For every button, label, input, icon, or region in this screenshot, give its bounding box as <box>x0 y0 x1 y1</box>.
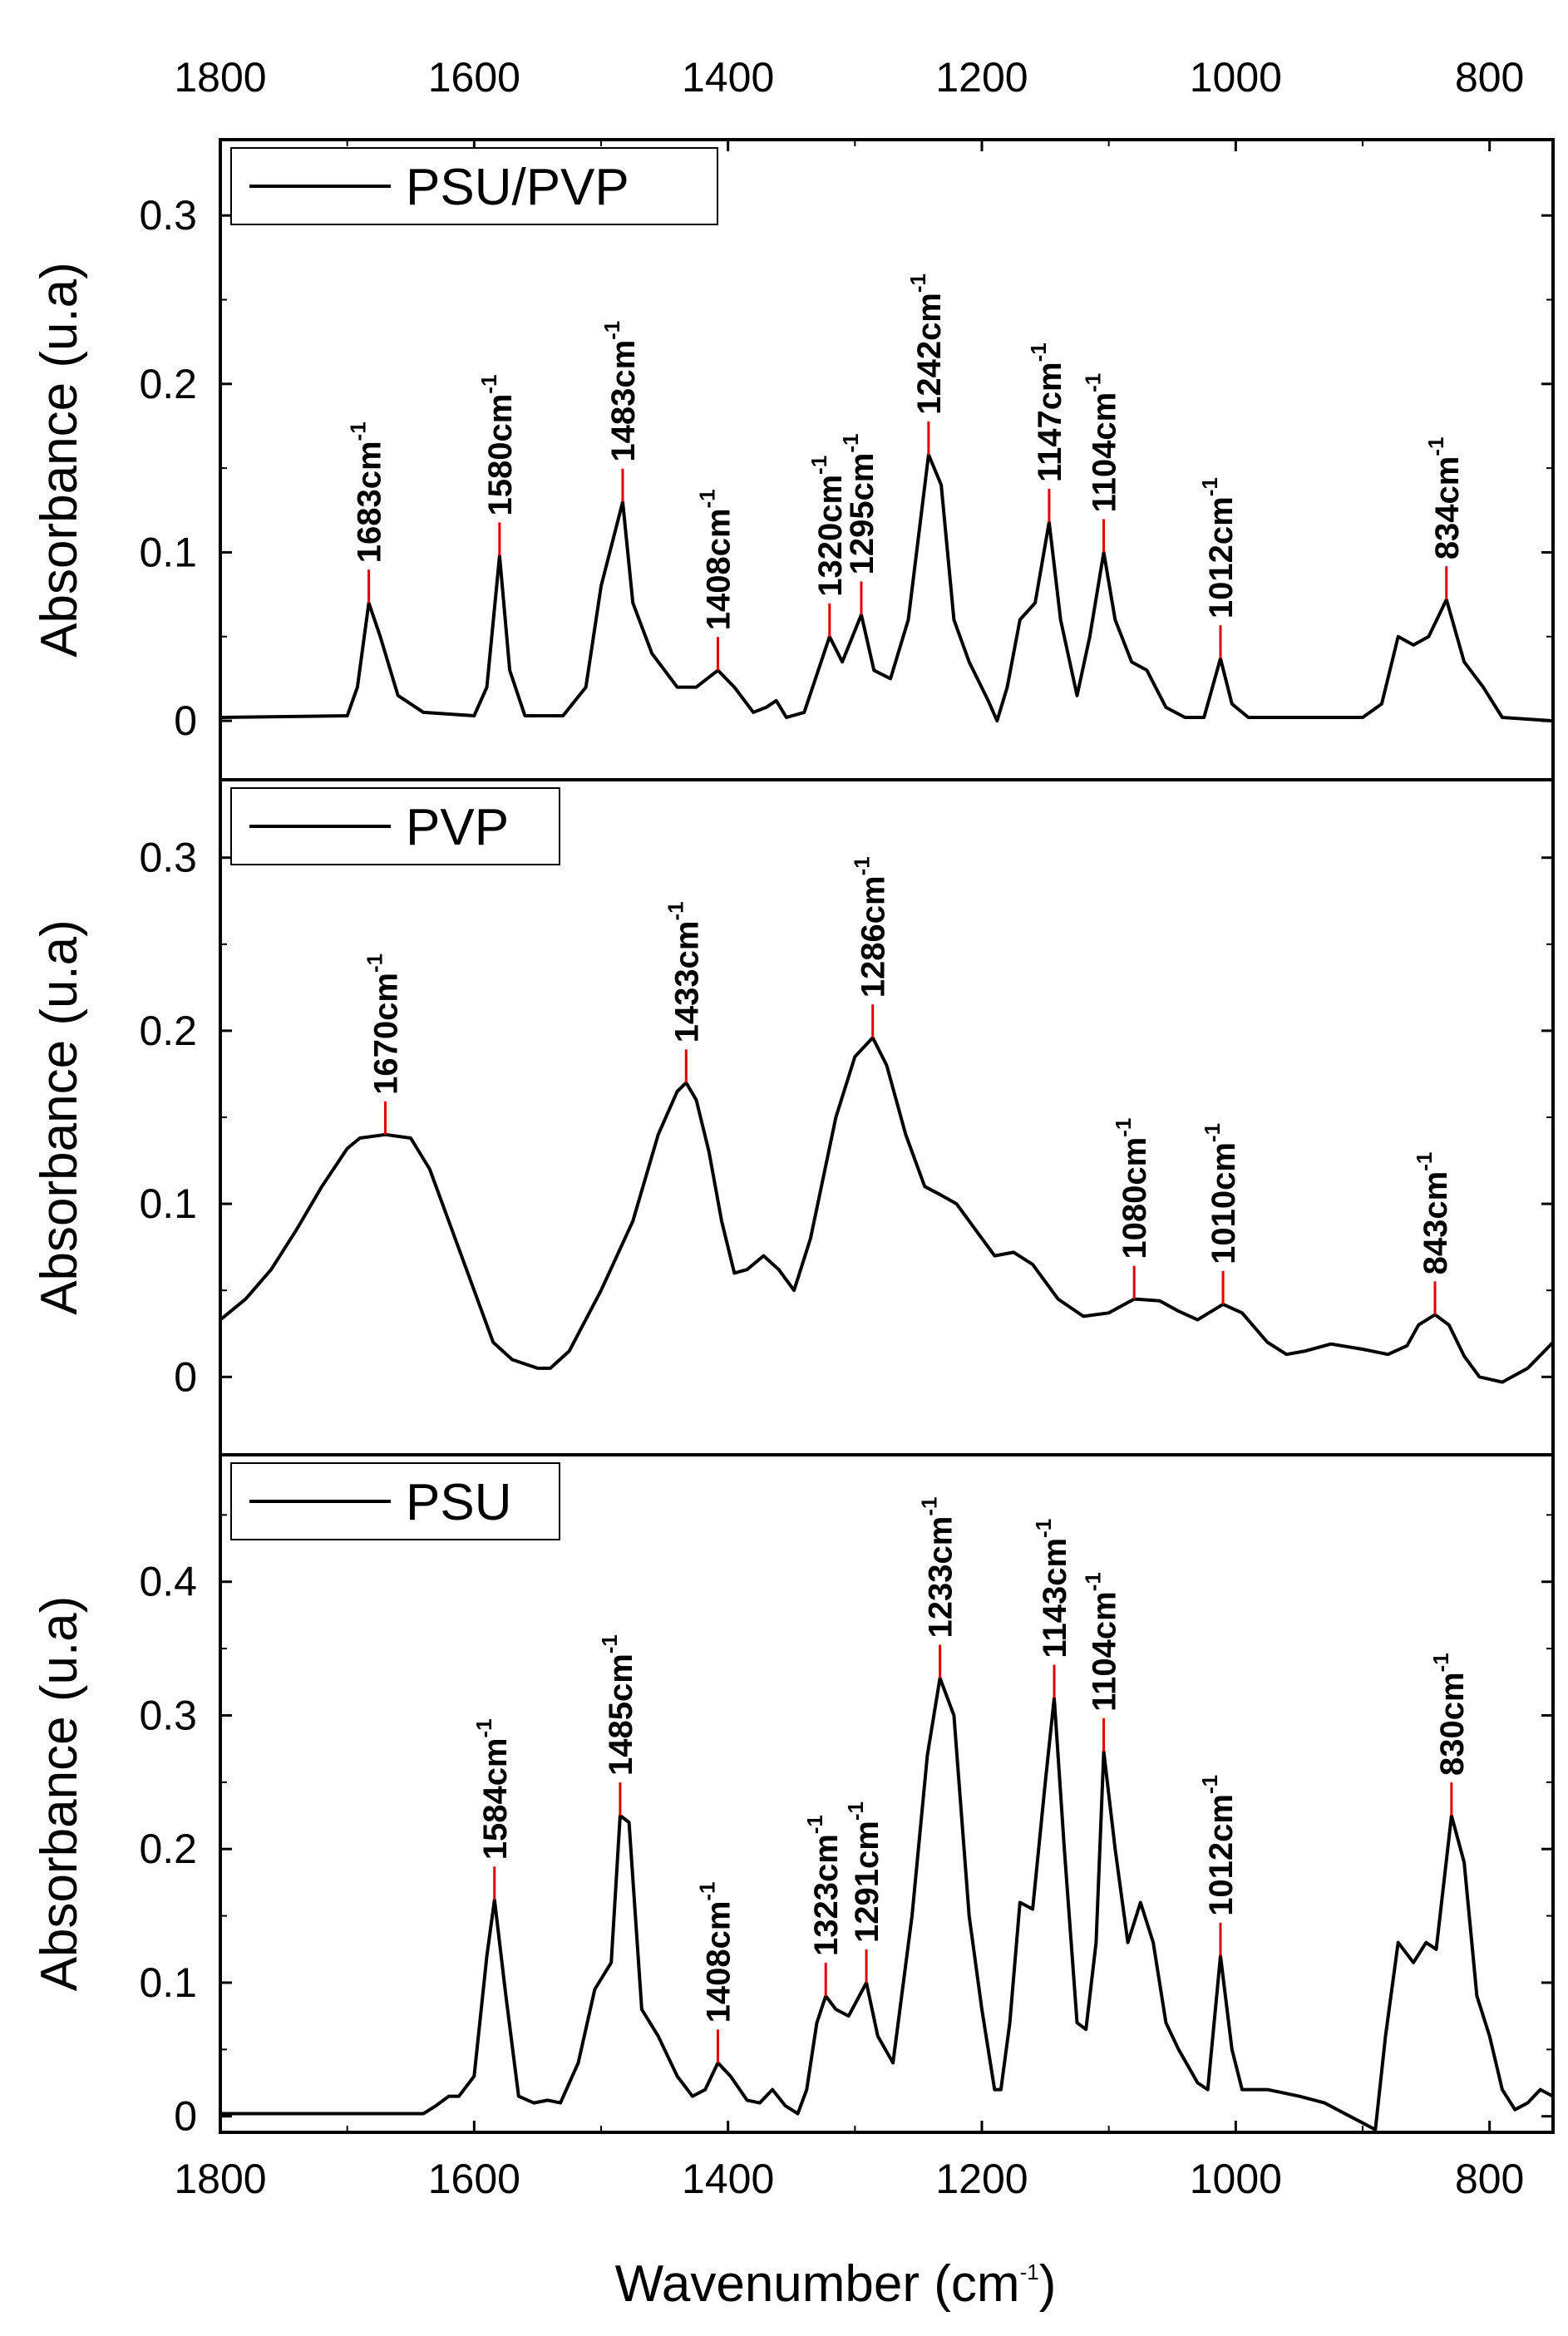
spectrum-line <box>219 452 1554 723</box>
legend-label: PVP <box>406 799 509 856</box>
peak-label: 1408cm-1 <box>694 489 737 630</box>
bottom-x-axis: 1800 1600 1400 1200 1000 800 <box>174 2121 1524 2202</box>
peak-label: 1408cm-1 <box>694 1881 737 2023</box>
y-tick-label: 0.3 <box>139 1692 197 1738</box>
y-axis-title: Absorbance (u.a) <box>31 1596 88 1992</box>
peak-label: 1143cm-1 <box>1031 1519 1073 1658</box>
bottom-x-tick-label: 1600 <box>428 2156 520 2202</box>
peak-label: 1286cm-1 <box>850 856 892 998</box>
panel-psu: 0 0.1 0.2 0.3 0.4 Absorbance (u.a) 1584cm-1 148… <box>31 1453 1555 2140</box>
peak-label: 1080cm-1 <box>1111 1118 1153 1259</box>
peak-label: 1483cm-1 <box>599 321 642 462</box>
y-tick-label: 0.1 <box>139 529 197 575</box>
peak-label: 1012cm-1 <box>1197 477 1240 618</box>
peak-label: 1104cm-1 <box>1081 1572 1123 1712</box>
peak-label: 1580cm-1 <box>476 375 519 516</box>
bottom-x-tick-label: 1200 <box>935 2156 1028 2202</box>
peak-label: 1670cm-1 <box>362 954 404 1095</box>
y-tick-label: 0.1 <box>139 1959 197 2006</box>
peak-label: 1104cm-1 <box>1081 373 1123 513</box>
peak-label: 1233cm-1 <box>917 1497 959 1639</box>
y-tick-label: 0.2 <box>139 1826 197 1872</box>
peak-label: 834cm-1 <box>1423 436 1466 559</box>
bottom-x-tick-label: 1800 <box>174 2156 266 2202</box>
legend-label: PSU/PVP <box>406 159 629 216</box>
peak-label: 1012cm-1 <box>1197 1775 1240 1916</box>
top-x-tick-label: 1800 <box>174 54 266 101</box>
bottom-x-tick-label: 800 <box>1455 2156 1524 2202</box>
y-axis-title: Absorbance (u.a) <box>31 262 88 658</box>
y-axis-title: Absorbance (u.a) <box>31 919 88 1315</box>
peak-label: 1433cm-1 <box>663 901 705 1042</box>
spectrum-line <box>219 1036 1555 1384</box>
y-tick-label: 0.3 <box>139 192 197 239</box>
bottom-x-tick-label: 1400 <box>682 2156 774 2202</box>
peak-label: 1295cm-1 <box>838 433 880 574</box>
peak-label: 1242cm-1 <box>905 274 948 415</box>
y-tick-label: 0.1 <box>139 1180 197 1227</box>
panel-psu-pvp: 0 0.1 0.2 0.3 Absorbance (u.a) 1683cm-1 1580cm… <box>31 138 1555 781</box>
peak-label: 1683cm-1 <box>346 421 388 563</box>
top-x-tick-label: 1600 <box>428 54 520 101</box>
peak-label: 1147cm-1 <box>1026 343 1068 482</box>
top-x-axis: 1800 1600 1400 1200 1000 800 <box>174 54 1524 151</box>
legend-label: PSU <box>406 1474 511 1531</box>
spectrum-line <box>220 1676 1554 2131</box>
y-tick-label: 0 <box>174 2093 197 2140</box>
panel-frame <box>219 1453 1555 2134</box>
peak-label: 1323cm-1 <box>802 1815 845 1956</box>
peak-label: 1291cm-1 <box>843 1801 885 1943</box>
y-tick-label: 0.2 <box>139 1008 197 1054</box>
peak-label: 1584cm-1 <box>471 1718 514 1860</box>
peak-label: 830cm-1 <box>1428 1653 1471 1776</box>
x-axis-title: Wavenumber (cm-1) <box>615 2255 1057 2313</box>
y-tick-label: 0 <box>174 697 197 744</box>
top-x-tick-label: 800 <box>1455 54 1524 101</box>
peak-label: 1010cm-1 <box>1200 1123 1242 1264</box>
panel-frame <box>219 138 1555 781</box>
y-tick-label: 0.3 <box>139 835 197 881</box>
y-tick-label: 0.4 <box>139 1559 197 1605</box>
top-x-tick-label: 1000 <box>1190 54 1282 101</box>
y-tick-label: 0 <box>174 1353 197 1400</box>
y-tick-label: 0.2 <box>139 361 197 407</box>
top-x-tick-label: 1200 <box>935 54 1028 101</box>
peak-label: 1485cm-1 <box>597 1634 639 1776</box>
peak-label: 843cm-1 <box>1412 1152 1454 1275</box>
panel-pvp: 0 0.1 0.2 0.3 Absorbance (u.a) 1670cm-1 1433cm… <box>31 778 1555 1456</box>
peak-label: 1320cm-1 <box>806 456 849 597</box>
bottom-x-tick-label: 1000 <box>1190 2156 1282 2202</box>
top-x-tick-label: 1400 <box>682 54 774 101</box>
